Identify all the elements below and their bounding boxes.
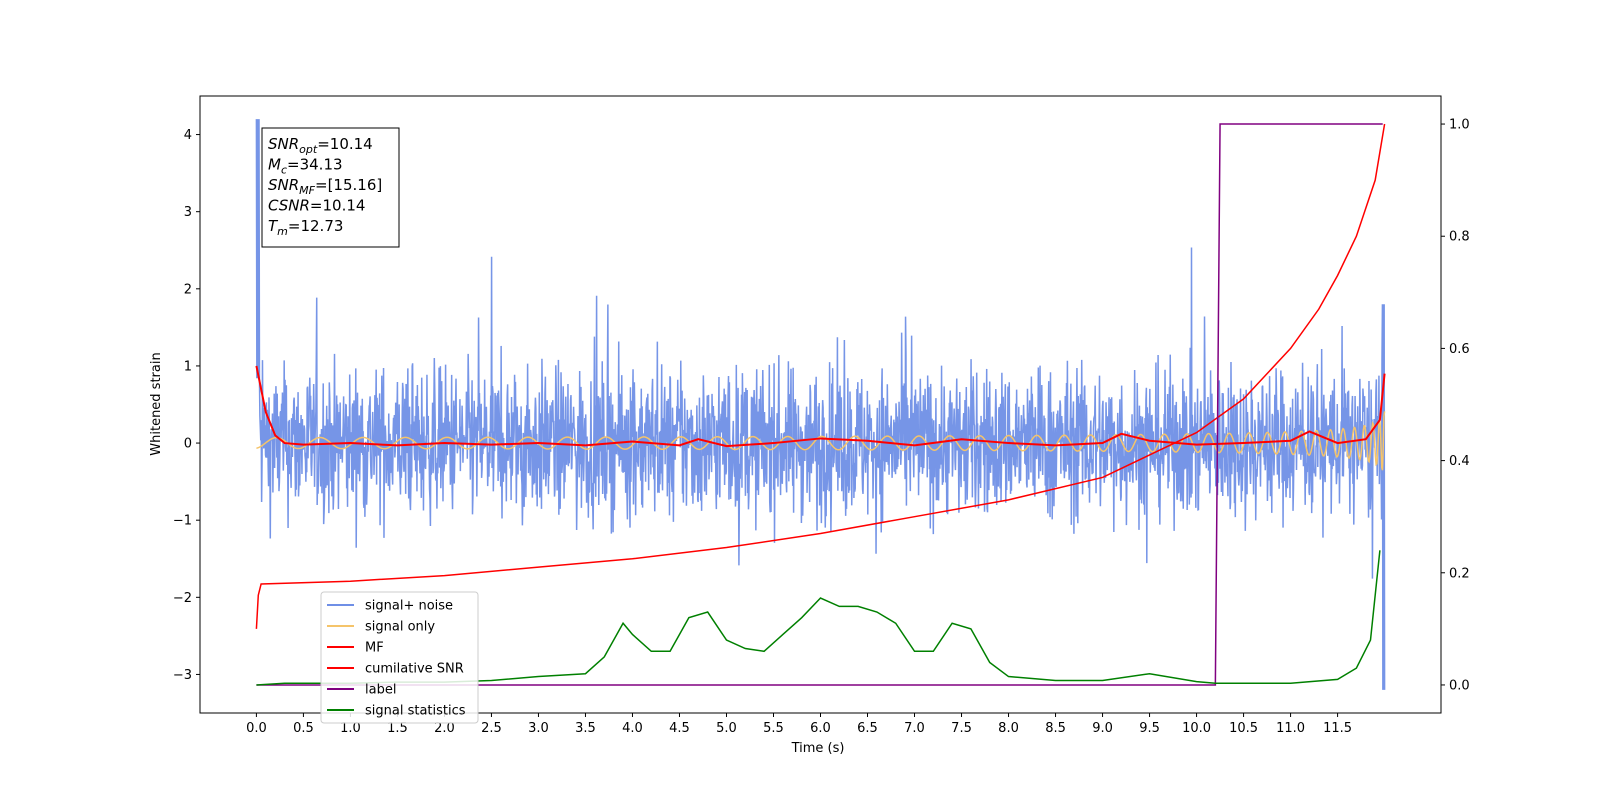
x-tick-label: 2.0 bbox=[434, 721, 455, 736]
left-y-tick-label: 3 bbox=[184, 205, 192, 220]
legend-label: cumilative SNR bbox=[365, 662, 464, 677]
right-y-tick-label: 0.2 bbox=[1449, 566, 1470, 581]
left-y-tick-label: −3 bbox=[173, 668, 192, 683]
x-axis-label: Time (s) bbox=[791, 741, 845, 756]
legend-label: signal+ noise bbox=[365, 599, 453, 614]
x-tick-label: 9.0 bbox=[1092, 721, 1113, 736]
x-tick-label: 8.5 bbox=[1045, 721, 1066, 736]
left-y-axis-ticks: −3 −2 −1 0 1 2 3 4 bbox=[173, 128, 200, 683]
legend-label: signal only bbox=[365, 620, 435, 635]
right-y-tick-label: 0.4 bbox=[1449, 454, 1470, 469]
left-y-tick-label: 4 bbox=[184, 128, 192, 143]
legend-frame bbox=[320, 591, 479, 724]
left-y-tick-label: 1 bbox=[184, 359, 192, 374]
x-tick-label: 4.5 bbox=[669, 721, 690, 736]
series-line-mf bbox=[255, 365, 1386, 448]
x-tick-label: 9.5 bbox=[1139, 721, 1160, 736]
annotation-frame bbox=[261, 127, 400, 248]
annotation-box: SNRopt=10.14Mc=34.13SNRMF=[15.16]CSNR=10… bbox=[261, 127, 400, 248]
legend-label: MF bbox=[365, 641, 384, 656]
left-y-tick-label: 2 bbox=[184, 282, 192, 297]
series-line-signal-noise bbox=[255, 119, 1386, 690]
x-tick-label: 4.0 bbox=[622, 721, 643, 736]
right-y-tick-label: 0.0 bbox=[1449, 678, 1470, 693]
x-axis-ticks: 0.0 0.5 1.0 1.5 2.0 2.5 3.0 3.5 4.0 4.5 5.0 5.5 6.0 6… bbox=[246, 713, 1352, 736]
legend-label: signal statistics bbox=[365, 704, 466, 719]
annotation-subscript: MF bbox=[299, 184, 315, 197]
series-line-cumilative-snr bbox=[255, 123, 1386, 629]
right-y-tick-label: 1.0 bbox=[1449, 118, 1470, 133]
annotation-symbol: CSNR bbox=[268, 197, 310, 215]
annotation-value: =34.13 bbox=[287, 156, 343, 174]
series-line-label bbox=[256, 123, 1383, 686]
x-tick-label: 3.5 bbox=[575, 721, 596, 736]
x-tick-label: 10.0 bbox=[1182, 721, 1211, 736]
x-tick-label: 1.0 bbox=[340, 721, 361, 736]
left-y-tick-label: −1 bbox=[173, 514, 192, 529]
x-tick-label: 7.5 bbox=[951, 721, 972, 736]
annotation-value: =10.14 bbox=[317, 135, 373, 153]
annotation-line: SNRMF=[15.16] bbox=[268, 176, 382, 197]
annotation-symbol: SNR bbox=[268, 176, 299, 194]
right-y-tick-label: 0.8 bbox=[1449, 230, 1470, 245]
legend: signal+ noise signal only MF cumilative SNR… bbox=[320, 591, 479, 724]
x-tick-label: 3.0 bbox=[528, 721, 549, 736]
x-tick-label: 6.0 bbox=[810, 721, 831, 736]
x-tick-label: 0.5 bbox=[293, 721, 314, 736]
legend-label: label bbox=[365, 683, 396, 698]
left-y-tick-label: 0 bbox=[184, 437, 192, 452]
annotation-line: CSNR=10.14 bbox=[268, 197, 365, 215]
x-tick-label: 5.5 bbox=[763, 721, 784, 736]
annotation-subscript: m bbox=[277, 225, 288, 238]
x-tick-label: 7.0 bbox=[904, 721, 925, 736]
annotation-symbol: M bbox=[268, 156, 281, 174]
x-tick-label: 1.5 bbox=[387, 721, 408, 736]
x-tick-label: 11.5 bbox=[1323, 721, 1352, 736]
x-tick-label: 8.0 bbox=[998, 721, 1019, 736]
left-y-axis-label: Whitened strain bbox=[149, 352, 164, 455]
annotation-value: =10.14 bbox=[310, 197, 366, 215]
annotation-value: =[15.16] bbox=[315, 176, 382, 194]
annotation-line: Tm=12.73 bbox=[268, 217, 343, 238]
annotation-value: =12.73 bbox=[288, 217, 344, 235]
x-tick-label: 6.5 bbox=[857, 721, 878, 736]
annotation-line: Mc=34.13 bbox=[268, 156, 343, 177]
series-line-signal-statistics bbox=[256, 550, 1381, 686]
right-y-axis-ticks: 0.0 0.2 0.4 0.6 0.8 1.0 bbox=[1441, 118, 1470, 693]
x-tick-label: 11.0 bbox=[1276, 721, 1305, 736]
x-tick-label: 5.0 bbox=[716, 721, 737, 736]
x-tick-label: 0.0 bbox=[246, 721, 267, 736]
series-layer bbox=[255, 119, 1386, 690]
annotation-symbol: SNR bbox=[268, 135, 299, 153]
annotation-subscript: opt bbox=[299, 143, 318, 156]
plot-area bbox=[255, 119, 1386, 690]
left-y-tick-label: −2 bbox=[173, 591, 192, 606]
annotation-line: SNRopt=10.14 bbox=[268, 135, 373, 156]
series-line-signal-only bbox=[256, 411, 1386, 471]
annotation-subscript: c bbox=[281, 164, 287, 177]
x-tick-label: 10.5 bbox=[1229, 721, 1258, 736]
annotation-symbol: T bbox=[268, 217, 279, 235]
right-y-tick-label: 0.6 bbox=[1449, 342, 1470, 357]
x-tick-label: 2.5 bbox=[481, 721, 502, 736]
